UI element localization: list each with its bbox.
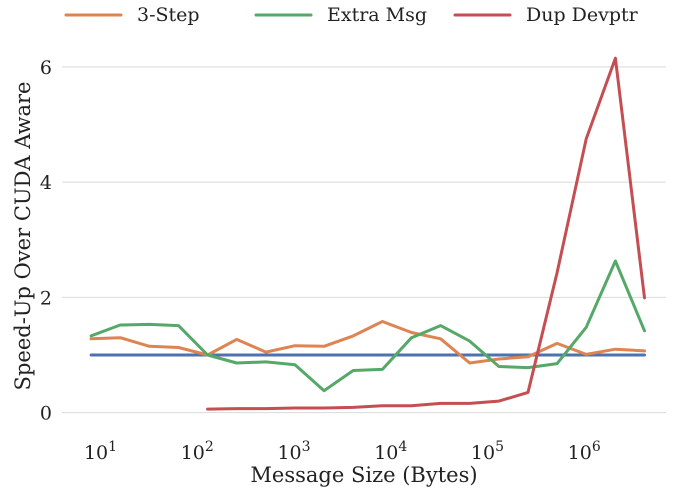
legend-label-extra-msg: Extra Msg xyxy=(327,4,427,26)
y-tick-labels: 0 2 4 6 xyxy=(40,57,52,425)
y-tick-label-1: 2 xyxy=(40,287,52,309)
legend-label-3-step: 3-Step xyxy=(137,4,200,26)
y-tick-label-3: 6 xyxy=(40,57,52,79)
legend-label-dup-devptr: Dup Devptr xyxy=(526,4,639,26)
series-line-extra-msg xyxy=(89,259,646,393)
y-tick-label-0: 0 xyxy=(40,403,52,425)
x-axis-label: Message Size (Bytes) xyxy=(250,463,477,487)
x-tick-label-5: 106 xyxy=(568,439,601,464)
y-tick-label-2: 4 xyxy=(40,172,52,194)
legend: 3-Step Extra Msg Dup Devptr xyxy=(64,4,639,26)
x-tick-label-3: 104 xyxy=(374,439,407,464)
x-tick-label-1: 102 xyxy=(181,439,214,464)
series-line-3-step xyxy=(89,320,646,365)
series-line-dup-devptr xyxy=(206,56,646,411)
x-tick-label-0: 101 xyxy=(84,439,117,464)
series-lines xyxy=(89,56,646,411)
grid xyxy=(62,66,666,414)
x-tick-label-2: 103 xyxy=(277,439,310,464)
x-tick-label-4: 105 xyxy=(471,439,504,464)
x-tick-labels: 101 102 103 104 105 106 xyxy=(84,439,601,464)
y-axis-label: Speed-Up Over CUDA Aware xyxy=(11,82,35,391)
